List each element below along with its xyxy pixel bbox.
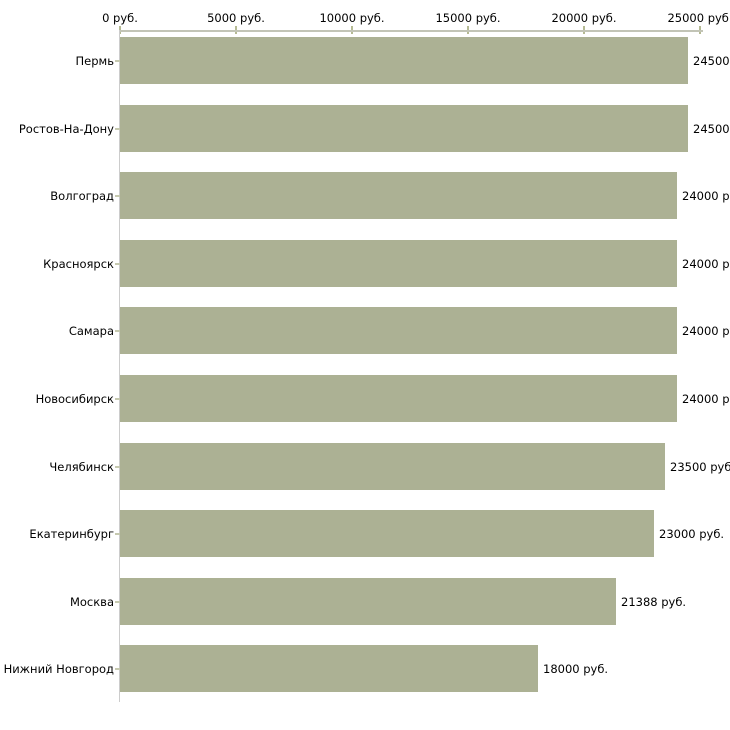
- category-tick-mark: [115, 59, 121, 62]
- category-tick-mark: [115, 194, 121, 197]
- category-tick-mark: [115, 600, 121, 603]
- x-axis-tick-label: 20000 руб.: [551, 11, 617, 25]
- bar: [120, 240, 677, 287]
- y-axis-line: [119, 30, 120, 702]
- value-label: 24000 руб.: [682, 323, 730, 338]
- category-label: Екатеринбург: [29, 526, 114, 541]
- value-label: 18000 руб.: [543, 661, 609, 676]
- bar: [120, 578, 616, 625]
- value-label: 24000 руб.: [682, 256, 730, 271]
- category-label: Москва: [69, 594, 114, 609]
- category-label: Ростов-На-Дону: [18, 121, 114, 136]
- bar: [120, 105, 688, 152]
- value-label: 23500 руб.: [670, 459, 730, 474]
- value-label: 24500 руб.: [693, 121, 730, 136]
- bar: [120, 37, 688, 84]
- bar: [120, 510, 654, 557]
- category-label: Самара: [68, 323, 114, 338]
- bar: [120, 307, 677, 354]
- bar: [120, 375, 677, 422]
- category-tick-mark: [115, 397, 121, 400]
- category-tick-mark: [115, 532, 121, 535]
- x-axis-tick-label: 15000 руб.: [435, 11, 501, 25]
- bar: [120, 443, 665, 490]
- value-label: 24000 руб.: [682, 188, 730, 203]
- x-axis-tick-label: 0 руб.: [102, 11, 138, 25]
- category-label: Нижний Новгород: [3, 661, 114, 676]
- x-axis-tick-label: 25000 руб.: [667, 11, 730, 25]
- x-axis-line: [119, 30, 703, 32]
- value-label: 23000 руб.: [659, 526, 725, 541]
- category-label: Челябинск: [49, 459, 114, 474]
- value-label: 21388 руб.: [621, 594, 687, 609]
- category-label: Новосибирск: [35, 391, 114, 406]
- category-tick-mark: [115, 329, 121, 332]
- category-label: Пермь: [75, 53, 114, 68]
- bar: [120, 172, 677, 219]
- category-tick-mark: [115, 465, 121, 468]
- value-label: 24000 руб.: [682, 391, 730, 406]
- x-axis-tick-label: 10000 руб.: [319, 11, 385, 25]
- category-tick-mark: [115, 127, 121, 130]
- category-tick-mark: [115, 262, 121, 265]
- x-axis-tick-label: 5000 руб.: [207, 11, 265, 25]
- category-tick-mark: [115, 667, 121, 670]
- bar: [120, 645, 538, 692]
- category-label: Красноярск: [43, 256, 114, 271]
- value-label: 24500 руб.: [693, 53, 730, 68]
- category-label: Волгоград: [50, 188, 114, 203]
